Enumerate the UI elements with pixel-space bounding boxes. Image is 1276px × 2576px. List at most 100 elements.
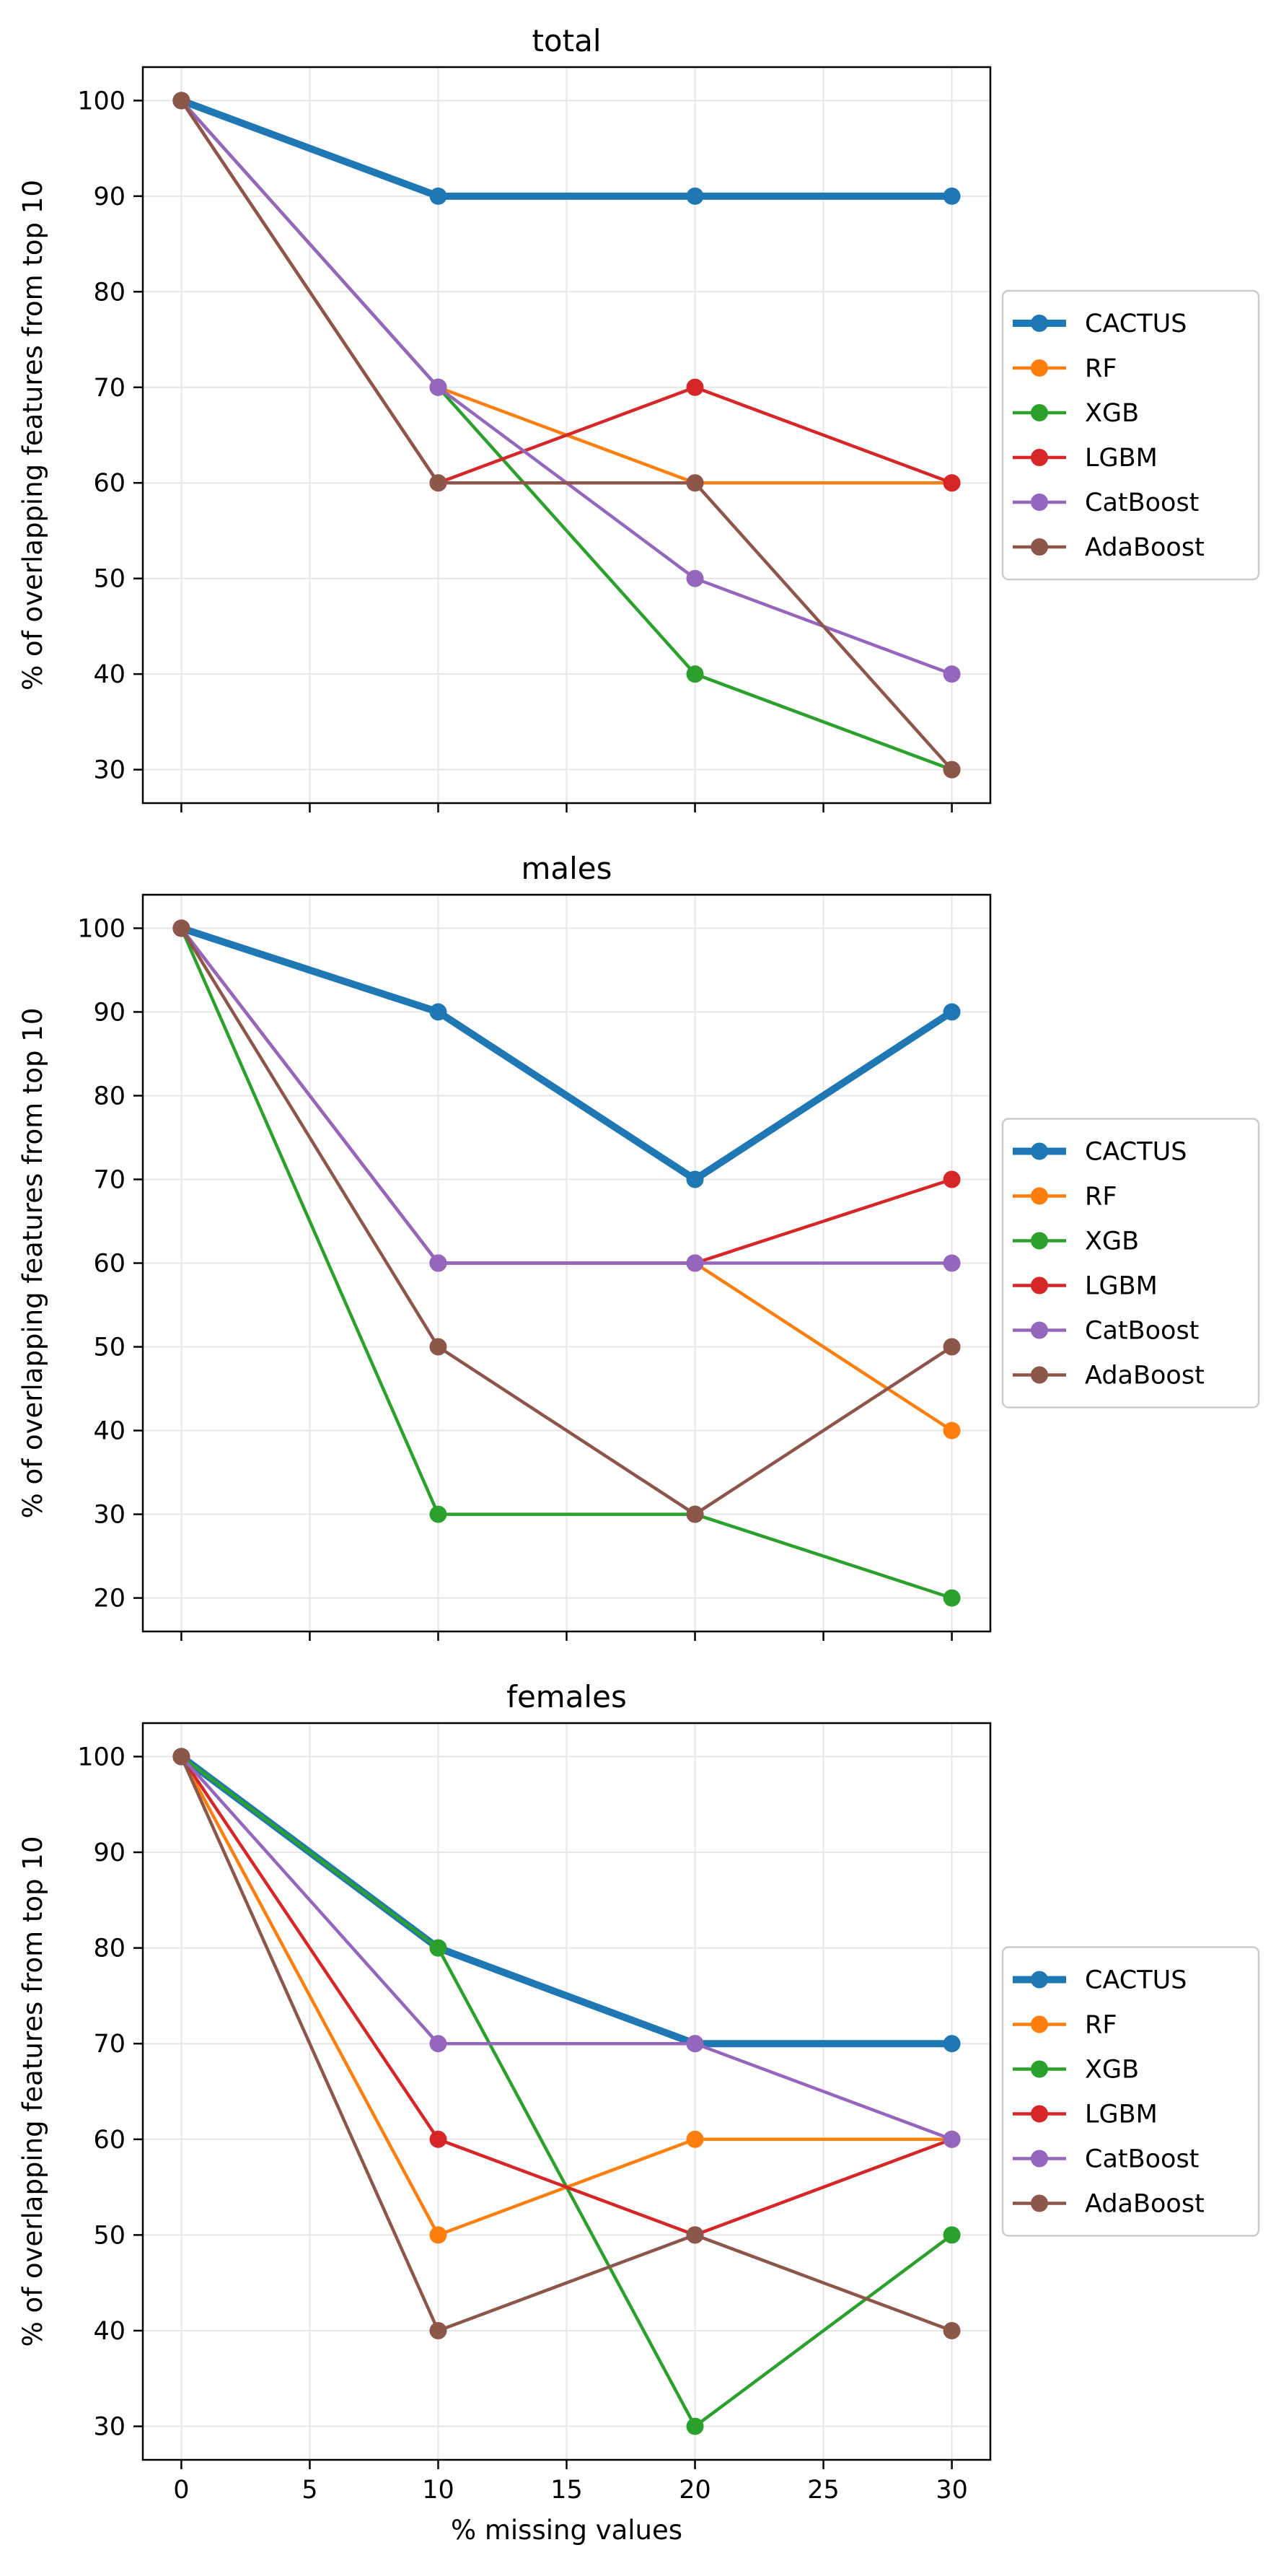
legend-swatch-RF	[1013, 359, 1066, 377]
legend-swatch-marker	[1031, 1971, 1048, 1989]
data-point-CatBoost	[429, 2035, 447, 2053]
series-line-CatBoost	[180, 927, 952, 1265]
x-tick-label: 30	[936, 2476, 968, 2505]
data-point-XGB	[429, 1939, 447, 1957]
x-tick-label: 15	[550, 2476, 583, 2505]
y-tick-label: 50	[93, 565, 126, 594]
legend-swatch-AdaBoost	[1013, 538, 1066, 556]
legend-swatch-RF	[1013, 2015, 1066, 2033]
data-point-CatBoost	[943, 1254, 961, 1272]
data-point-AdaBoost	[172, 1748, 190, 1766]
legend-entry-CatBoost: CatBoost	[1085, 489, 1199, 517]
data-point-AdaBoost	[943, 761, 961, 779]
chart-panel-total: 30 40 50 60 70 80 90 100 total % of overlapping f…	[17, 23, 1260, 812]
legend-swatch-LGBM	[1013, 1276, 1066, 1294]
data-point-AdaBoost	[429, 474, 447, 492]
data-point-RF	[429, 2226, 447, 2244]
legend-swatch-marker	[1031, 2105, 1048, 2123]
x-tick-label: 20	[679, 2476, 711, 2505]
series-line-XGB	[180, 927, 953, 1600]
legend-swatch-marker	[1031, 449, 1048, 466]
series-line-LGBM	[180, 1756, 953, 2237]
y-axis-label: % of overlapping features from top 10	[17, 1008, 48, 1519]
legend-swatch-marker	[1031, 2194, 1048, 2212]
legend-swatch-AdaBoost	[1013, 1366, 1066, 1384]
data-point-CatBoost	[686, 2035, 704, 2053]
y-tick-label: 40	[93, 2317, 126, 2346]
data-point-AdaBoost	[943, 1338, 961, 1356]
data-point-LGBM	[943, 474, 961, 492]
x-tick-label: 5	[302, 2476, 317, 2505]
series-line-AdaBoost	[180, 1756, 953, 2333]
data-point-XGB	[429, 1505, 447, 1523]
y-tick-label: 100	[77, 914, 126, 943]
series-line-AdaBoost	[180, 927, 953, 1516]
y-tick-label: 40	[93, 1417, 126, 1446]
y-axis-label: % of overlapping features from top 10	[17, 180, 48, 691]
y-tick-label: 90	[93, 998, 126, 1027]
y-tick-label: 100	[77, 87, 126, 115]
y-tick-label: 50	[93, 1333, 126, 1362]
data-point-CACTUS	[943, 2035, 961, 2053]
y-tick-label: 60	[93, 469, 126, 498]
legend-swatch-CACTUS	[1013, 315, 1066, 332]
legend-swatch-LGBM	[1013, 2105, 1066, 2123]
legend-swatch-CatBoost	[1013, 494, 1066, 511]
legend-entry-CatBoost: CatBoost	[1085, 1317, 1199, 1346]
legend: CACTUS RF XGB LGBM CatBoost AdaBoost	[1001, 1946, 1260, 2237]
legend-swatch-CACTUS	[1013, 1142, 1066, 1160]
y-tick-label: 30	[93, 2413, 126, 2442]
legend-swatch-CatBoost	[1013, 1321, 1066, 1339]
data-point-XGB	[943, 2226, 961, 2244]
legend-entry-CACTUS: CACTUS	[1085, 310, 1187, 338]
data-point-CACTUS	[429, 1003, 447, 1021]
data-point-AdaBoost	[429, 2321, 447, 2339]
data-point-CACTUS	[943, 187, 961, 205]
data-point-XGB	[943, 1589, 961, 1607]
y-tick-label: 20	[93, 1585, 126, 1613]
legend-swatch-marker	[1031, 404, 1048, 421]
data-point-CatBoost	[429, 378, 447, 396]
legend-swatch-LGBM	[1013, 449, 1066, 466]
legend-swatch-marker	[1031, 359, 1048, 377]
chart-panel-males: 20 30 40 50 60 70 80 90 100 males % of overlapping…	[17, 851, 1260, 1641]
legend-entry-LGBM: LGBM	[1085, 1272, 1158, 1301]
legend-entry-CACTUS: CACTUS	[1085, 1138, 1187, 1167]
y-tick-label: 100	[77, 1743, 126, 1771]
y-tick-label: 60	[93, 2126, 126, 2155]
series-line-CACTUS	[180, 924, 954, 1183]
legend-swatch-marker	[1031, 1232, 1048, 1250]
legend-entry-RF: RF	[1085, 354, 1117, 383]
legend-swatch-XGB	[1013, 404, 1066, 421]
legend-swatch-marker	[1031, 2150, 1048, 2168]
legend-swatch-marker	[1031, 1142, 1048, 1160]
legend-box	[1001, 289, 1260, 581]
series-CatBoost	[172, 919, 961, 1272]
series-AdaBoost	[172, 92, 961, 779]
y-tick-label: 80	[93, 278, 126, 307]
y-tick-label: 90	[93, 183, 126, 211]
data-point-AdaBoost	[172, 92, 190, 110]
legend-swatch-marker	[1031, 315, 1048, 332]
y-tick-label: 60	[93, 1250, 126, 1279]
legend-entry-CatBoost: CatBoost	[1085, 2145, 1199, 2174]
series-line-CatBoost	[180, 1755, 953, 2141]
data-point-CatBoost	[686, 1254, 704, 1272]
legend-swatch-XGB	[1013, 1232, 1066, 1250]
data-point-CatBoost	[943, 665, 961, 683]
y-tick-label: 30	[93, 1501, 126, 1530]
data-point-AdaBoost	[429, 1338, 447, 1356]
y-tick-label: 40	[93, 660, 126, 689]
chart-title: total	[532, 23, 601, 58]
y-tick-label: 70	[93, 374, 126, 403]
legend-swatch-RF	[1013, 1187, 1066, 1205]
legend-entry-AdaBoost: AdaBoost	[1085, 2190, 1205, 2219]
legend-box	[1001, 1118, 1260, 1409]
data-point-LGBM	[943, 1170, 961, 1188]
legend-swatch-CACTUS	[1013, 1971, 1066, 1989]
y-tick-label: 50	[93, 2221, 126, 2250]
legend-entry-XGB: XGB	[1085, 1227, 1139, 1256]
data-point-XGB	[686, 2417, 704, 2435]
